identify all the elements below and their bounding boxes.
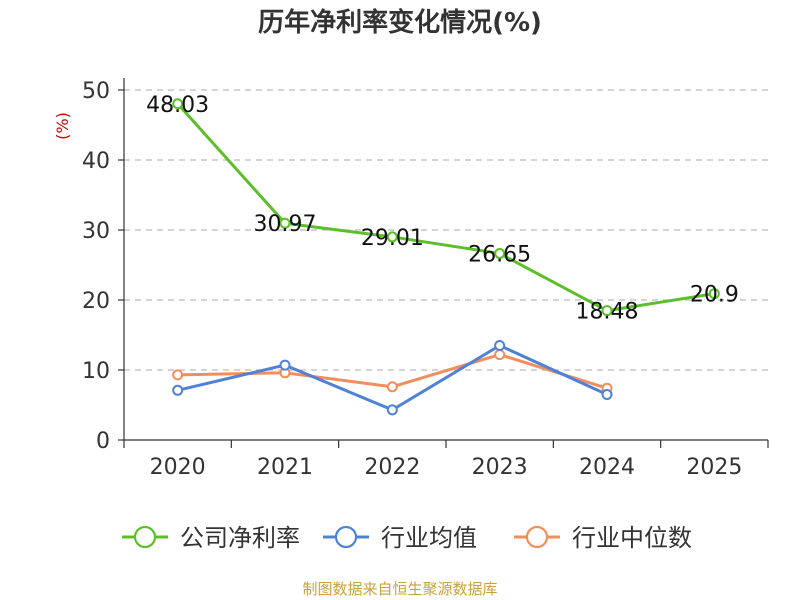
data-point bbox=[172, 98, 184, 110]
data-point bbox=[172, 369, 184, 381]
data-point bbox=[494, 340, 506, 351]
legend-swatch-marker bbox=[133, 525, 157, 549]
data-point bbox=[279, 359, 291, 371]
y-tick-label: 30 bbox=[82, 219, 110, 244]
series-line bbox=[177, 344, 608, 412]
data-source-note: 制图数据来自恒生聚源数据库 bbox=[302, 580, 498, 598]
data-label: 20.9 bbox=[690, 283, 739, 308]
x-tick-label: 2023 bbox=[472, 455, 528, 480]
data-label: 29.01 bbox=[361, 226, 424, 251]
x-tick-label: 2020 bbox=[150, 455, 206, 480]
data-point bbox=[601, 305, 613, 317]
y-axis-label: (%) bbox=[53, 112, 72, 140]
data-point bbox=[386, 404, 398, 416]
legend-label: 公司净利率 bbox=[180, 524, 300, 552]
x-tick-label: 2024 bbox=[579, 455, 635, 480]
chart-title: 历年净利率变化情况(%) bbox=[258, 8, 542, 38]
y-tick-label: 50 bbox=[82, 79, 110, 104]
data-label: 48.03 bbox=[146, 93, 209, 118]
x-tick-label: 2025 bbox=[686, 455, 742, 480]
series-line bbox=[176, 102, 715, 313]
data-point bbox=[494, 247, 506, 259]
y-tick-label: 40 bbox=[82, 149, 110, 174]
legend-swatch-marker bbox=[525, 525, 549, 549]
data-point bbox=[494, 349, 506, 361]
data-label: 26.65 bbox=[468, 242, 531, 267]
legend-swatch-marker bbox=[334, 525, 358, 549]
data-point bbox=[279, 217, 291, 229]
x-tick-label: 2022 bbox=[364, 455, 420, 480]
data-point bbox=[708, 288, 720, 300]
y-tick-label: 10 bbox=[82, 359, 110, 384]
x-tick-label: 2021 bbox=[257, 455, 313, 480]
data-point bbox=[601, 389, 613, 400]
data-label: 30.97 bbox=[254, 212, 317, 237]
y-tick-label: 0 bbox=[96, 429, 110, 454]
legend-label: 行业中位数 bbox=[572, 524, 692, 552]
data-label: 18.48 bbox=[576, 300, 639, 325]
data-point bbox=[386, 381, 398, 393]
data-point bbox=[386, 231, 398, 243]
data-point bbox=[172, 384, 184, 396]
y-tick-label: 20 bbox=[82, 289, 110, 314]
legend-label: 行业均值 bbox=[381, 524, 477, 552]
